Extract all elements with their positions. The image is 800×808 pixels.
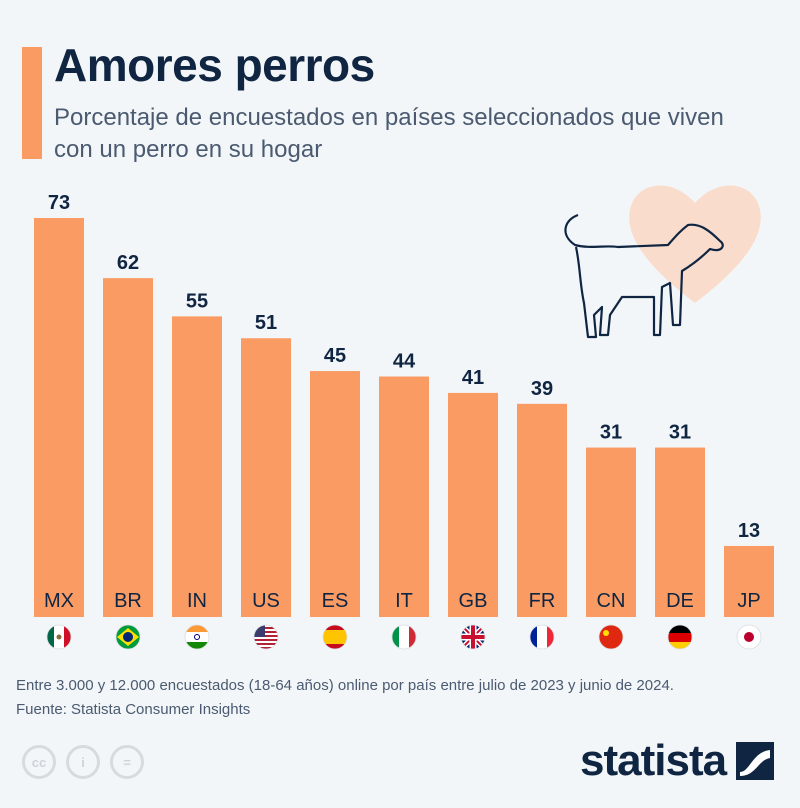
bar-JP bbox=[724, 545, 774, 617]
category-label-ES: ES bbox=[322, 590, 349, 612]
noderivs-icon[interactable]: = bbox=[110, 745, 144, 779]
dog-heart-illustration bbox=[564, 185, 761, 339]
cc-icon[interactable]: cc bbox=[22, 745, 56, 779]
chart-subtitle: Porcentaje de encuestados en países sele… bbox=[54, 104, 724, 163]
value-label-JP: 13 bbox=[738, 520, 760, 542]
bar-chart: 73 MX 62 BR 55 IN 51 US 45 ES 44 IT 41 GB 39 FR 31 CN 31 DE… bbox=[34, 192, 774, 650]
category-label-CN: CN bbox=[597, 590, 626, 612]
brazil-flag-icon bbox=[115, 624, 141, 650]
bar-IT bbox=[379, 376, 429, 617]
dog-icon bbox=[564, 213, 724, 339]
bar-IN bbox=[172, 316, 222, 617]
value-label-CN: 31 bbox=[600, 422, 622, 444]
value-label-FR: 39 bbox=[531, 378, 553, 400]
bar-ES bbox=[310, 371, 360, 617]
france-flag-icon bbox=[529, 624, 555, 650]
category-label-JP: JP bbox=[737, 590, 760, 612]
category-label-US: US bbox=[252, 590, 280, 612]
bar-CN bbox=[586, 447, 636, 617]
japan-flag-icon bbox=[736, 624, 762, 650]
usa-flag-icon bbox=[253, 624, 279, 650]
category-label-MX: MX bbox=[44, 590, 74, 612]
license-icons[interactable]: cc i = bbox=[22, 745, 144, 779]
source-note: Fuente: Statista Consumer Insights bbox=[16, 701, 251, 718]
title-accent-bar bbox=[22, 47, 42, 159]
value-label-IT: 44 bbox=[393, 351, 416, 373]
india-flag-icon bbox=[184, 624, 210, 650]
value-label-MX: 73 bbox=[48, 192, 70, 214]
uk-flag-icon bbox=[460, 624, 486, 650]
category-label-GB: GB bbox=[459, 590, 488, 612]
mexico-flag-icon bbox=[46, 624, 72, 650]
value-label-DE: 31 bbox=[669, 422, 691, 444]
value-label-US: 51 bbox=[255, 312, 277, 334]
category-label-IN: IN bbox=[187, 590, 207, 612]
value-label-BR: 62 bbox=[117, 252, 139, 274]
bar-BR bbox=[103, 278, 153, 617]
bar-GB bbox=[448, 392, 498, 617]
spain-flag-icon bbox=[322, 624, 348, 650]
value-label-IN: 55 bbox=[186, 290, 208, 312]
value-label-GB: 41 bbox=[462, 367, 484, 389]
value-label-ES: 45 bbox=[324, 345, 346, 367]
footnotes: Entre 3.000 y 12.000 encuestados (18-64 … bbox=[16, 674, 674, 722]
attribution-icon[interactable]: i bbox=[66, 745, 100, 779]
statista-logo[interactable]: statista bbox=[580, 736, 775, 786]
bar-US bbox=[241, 338, 291, 617]
chart-title: Amores perros bbox=[54, 39, 375, 91]
china-flag-icon bbox=[598, 624, 624, 650]
statista-logo-mark bbox=[736, 742, 775, 780]
bar-MX bbox=[34, 218, 84, 617]
bar-FR bbox=[517, 403, 567, 617]
category-label-FR: FR bbox=[529, 590, 556, 612]
survey-note: Entre 3.000 y 12.000 encuestados (18-64 … bbox=[16, 677, 674, 694]
heart-icon bbox=[629, 185, 761, 303]
italy-flag-icon bbox=[391, 624, 417, 650]
category-label-BR: BR bbox=[114, 590, 142, 612]
bar-DE bbox=[655, 447, 705, 617]
category-label-DE: DE bbox=[666, 590, 694, 612]
category-label-IT: IT bbox=[395, 590, 413, 612]
germany-flag-icon bbox=[667, 624, 693, 650]
